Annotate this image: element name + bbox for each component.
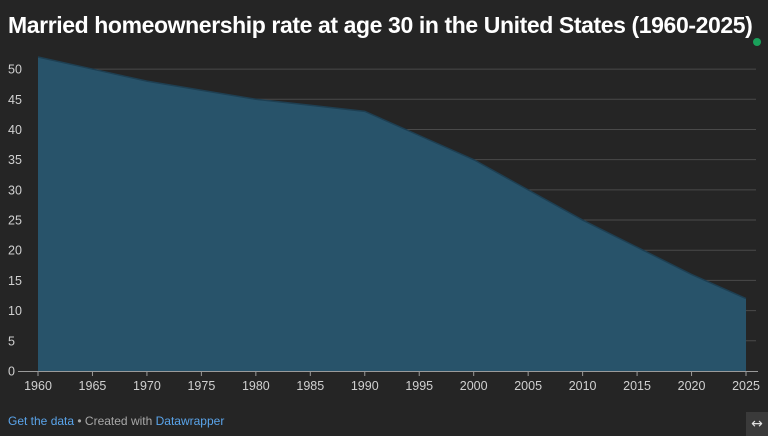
x-tick-label: 1965 [79, 379, 107, 393]
datawrapper-link[interactable]: Datawrapper [155, 414, 225, 428]
y-tick-label: 20 [8, 244, 22, 258]
x-tick-label: 1995 [405, 379, 433, 393]
x-tick-label: 2015 [623, 379, 651, 393]
footer-credit-text: • Created with [74, 414, 156, 428]
area-series [37, 56, 747, 371]
y-tick-label: 15 [8, 274, 22, 288]
expand-icon[interactable]: ↔ [746, 412, 768, 436]
y-tick-label: 10 [8, 304, 22, 318]
x-tick-label: 2010 [569, 379, 597, 393]
x-tick-label: 1980 [242, 379, 270, 393]
chart-title: Married homeownership rate at age 30 in … [8, 12, 753, 38]
y-tick-label: 35 [8, 153, 22, 167]
y-tick-label: 30 [8, 183, 22, 197]
get-the-data-link[interactable]: Get the data [8, 414, 75, 428]
footer: Get the data • Created with Datawrapper [8, 414, 224, 428]
x-tick-label: 2020 [678, 379, 706, 393]
y-tick-label: 0 [8, 365, 15, 379]
x-tick-label: 1990 [351, 379, 379, 393]
x-tick-label: 1960 [24, 379, 52, 393]
live-indicator-dot [753, 38, 761, 46]
x-tick-label: 1970 [133, 379, 161, 393]
area-fill [38, 57, 746, 371]
x-tick-label: 2005 [514, 379, 542, 393]
y-tick-label: 40 [8, 123, 22, 137]
x-tick-label: 2000 [460, 379, 488, 393]
x-tick-label: 1985 [296, 379, 324, 393]
x-tick-label: 2025 [732, 379, 760, 393]
x-tick-label: 1975 [187, 379, 215, 393]
y-tick-label: 5 [8, 334, 15, 348]
y-tick-label: 45 [8, 93, 22, 107]
y-tick-label: 25 [8, 214, 22, 228]
series-line [37, 56, 747, 300]
y-tick-label: 50 [8, 63, 22, 77]
